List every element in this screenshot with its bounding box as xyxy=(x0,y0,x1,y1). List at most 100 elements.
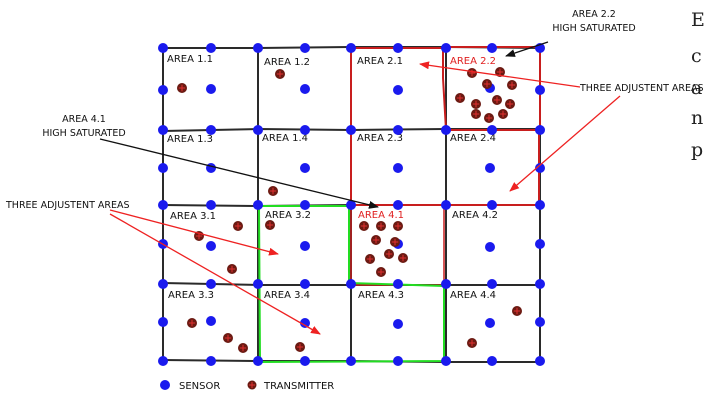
sensor-2 xyxy=(346,43,356,53)
sensor-38 xyxy=(300,279,310,289)
transmitter-5 xyxy=(507,80,517,90)
sensor-30 xyxy=(300,125,310,135)
arrow-area-2-2 xyxy=(505,41,549,57)
arrow-adjacent-left-2 xyxy=(109,213,321,335)
sensor-20 xyxy=(158,356,168,366)
area-label-1-1: AREA 1.1 xyxy=(167,54,213,65)
area-label-1-3: AREA 1.3 xyxy=(167,134,213,145)
transmitter-32 xyxy=(512,306,522,316)
sensor-53 xyxy=(206,84,216,94)
transmitter-18 xyxy=(359,221,369,231)
sensor-26 xyxy=(300,43,310,53)
sensor-44 xyxy=(487,356,497,366)
transmitter-6 xyxy=(455,93,465,103)
transmitter-2 xyxy=(467,68,477,78)
sensor-19 xyxy=(535,279,545,289)
sensor-60 xyxy=(485,163,495,173)
area-label-3-1: AREA 3.1 xyxy=(170,211,216,222)
annotation-area-2-2-title: AREA 2.2 xyxy=(572,9,616,20)
annotation-area-4-1: AREA 4.1 HIGH SATURATED xyxy=(42,114,379,209)
annotation-adjacent-left: THREE ADJUSTENT AREAS xyxy=(5,200,321,335)
area-label-1-2: AREA 1.2 xyxy=(264,57,310,68)
transmitter-8 xyxy=(492,95,502,105)
sensor-54 xyxy=(300,84,310,94)
transmitter-7 xyxy=(471,99,481,109)
sensor-3 xyxy=(441,43,451,53)
transmitter-4 xyxy=(482,79,492,89)
sensor-14 xyxy=(535,200,545,210)
area-label-3-4: AREA 3.4 xyxy=(264,290,310,301)
sensor-59 xyxy=(393,163,403,173)
sensor-68 xyxy=(485,318,495,328)
sensor-37 xyxy=(206,279,216,289)
side-text-line-2: a xyxy=(691,77,702,99)
sensor-9 xyxy=(535,125,545,135)
transmitter-23 xyxy=(365,254,375,264)
side-text-line-1: c xyxy=(691,45,702,67)
transmitter-15 xyxy=(233,221,243,231)
sensor-66 xyxy=(300,318,310,328)
sensor-41 xyxy=(206,356,216,366)
area-label-4-4: AREA 4.4 xyxy=(450,290,496,301)
area-label-4-1: AREA 4.1 xyxy=(358,210,404,221)
sensor-67 xyxy=(393,319,403,329)
sensor-10 xyxy=(158,200,168,210)
sensor-13 xyxy=(441,200,451,210)
sensor-24 xyxy=(535,356,545,366)
transmitter-1 xyxy=(275,69,285,79)
transmitter-20 xyxy=(393,221,403,231)
area-label-4-3: AREA 4.3 xyxy=(358,290,404,301)
annotation-area-4-1-title: AREA 4.1 xyxy=(62,114,106,125)
transmitter-21 xyxy=(371,235,381,245)
side-text-line-4: p xyxy=(691,139,703,161)
sensor-0 xyxy=(158,43,168,53)
sensor-17 xyxy=(346,279,356,289)
legend-sensor-label: SENSOR xyxy=(179,381,220,392)
side-text: E c a n p xyxy=(691,9,705,161)
transmitter-11 xyxy=(484,113,494,123)
sensor-35 xyxy=(393,200,403,210)
transmitter-9 xyxy=(505,99,515,109)
sensor-18 xyxy=(441,279,451,289)
sensor-5 xyxy=(158,125,168,135)
transmitter-0 xyxy=(177,83,187,93)
sensor-1 xyxy=(253,43,263,53)
transmitter-27 xyxy=(187,318,197,328)
sensor-42 xyxy=(300,356,310,366)
annotation-adjacent-left-text: THREE ADJUSTENT AREAS xyxy=(5,200,130,211)
sensor-45 xyxy=(158,85,168,95)
annotation-area-2-2-subtitle: HIGH SATURATED xyxy=(552,23,635,34)
legend-sensor-icon xyxy=(160,380,170,390)
arrow-adjacent-left-1 xyxy=(109,209,279,256)
annotation-area-4-1-subtitle: HIGH SATURATED xyxy=(42,128,125,139)
area-label-2-1: AREA 2.1 xyxy=(357,56,403,67)
sensor-6 xyxy=(253,125,263,135)
sensor-58 xyxy=(300,163,310,173)
transmitter-19 xyxy=(376,221,386,231)
sensor-7 xyxy=(346,125,356,135)
transmitter-25 xyxy=(398,253,408,263)
sensor-34 xyxy=(300,200,310,210)
area-label-3-3: AREA 3.3 xyxy=(168,290,214,301)
sensor-49 xyxy=(535,85,545,95)
transmitter-30 xyxy=(295,342,305,352)
side-text-line-3: n xyxy=(691,107,703,129)
arrow-adjacent-right-1 xyxy=(419,61,581,88)
sensor-65 xyxy=(206,316,216,326)
sensor-33 xyxy=(206,200,216,210)
annotation-area-2-2: AREA 2.2 HIGH SATURATED xyxy=(505,9,636,57)
legend-transmitter-label: TRANSMITTER xyxy=(263,381,334,392)
area-label-2-3: AREA 2.3 xyxy=(357,133,403,144)
sensor-25 xyxy=(206,43,216,53)
side-text-line-0: E xyxy=(691,9,705,31)
transmitter-17 xyxy=(227,264,237,274)
sensor-12 xyxy=(346,200,356,210)
sensor-62 xyxy=(300,241,310,251)
legend: SENSOR TRANSMITTER xyxy=(160,380,334,392)
area-label-3-2: AREA 3.2 xyxy=(265,210,311,221)
transmitter-31 xyxy=(467,338,477,348)
transmitter-26 xyxy=(376,267,386,277)
transmitter-14 xyxy=(265,220,275,230)
legend-transmitter-icon xyxy=(247,380,257,390)
transmitter-12 xyxy=(498,109,508,119)
